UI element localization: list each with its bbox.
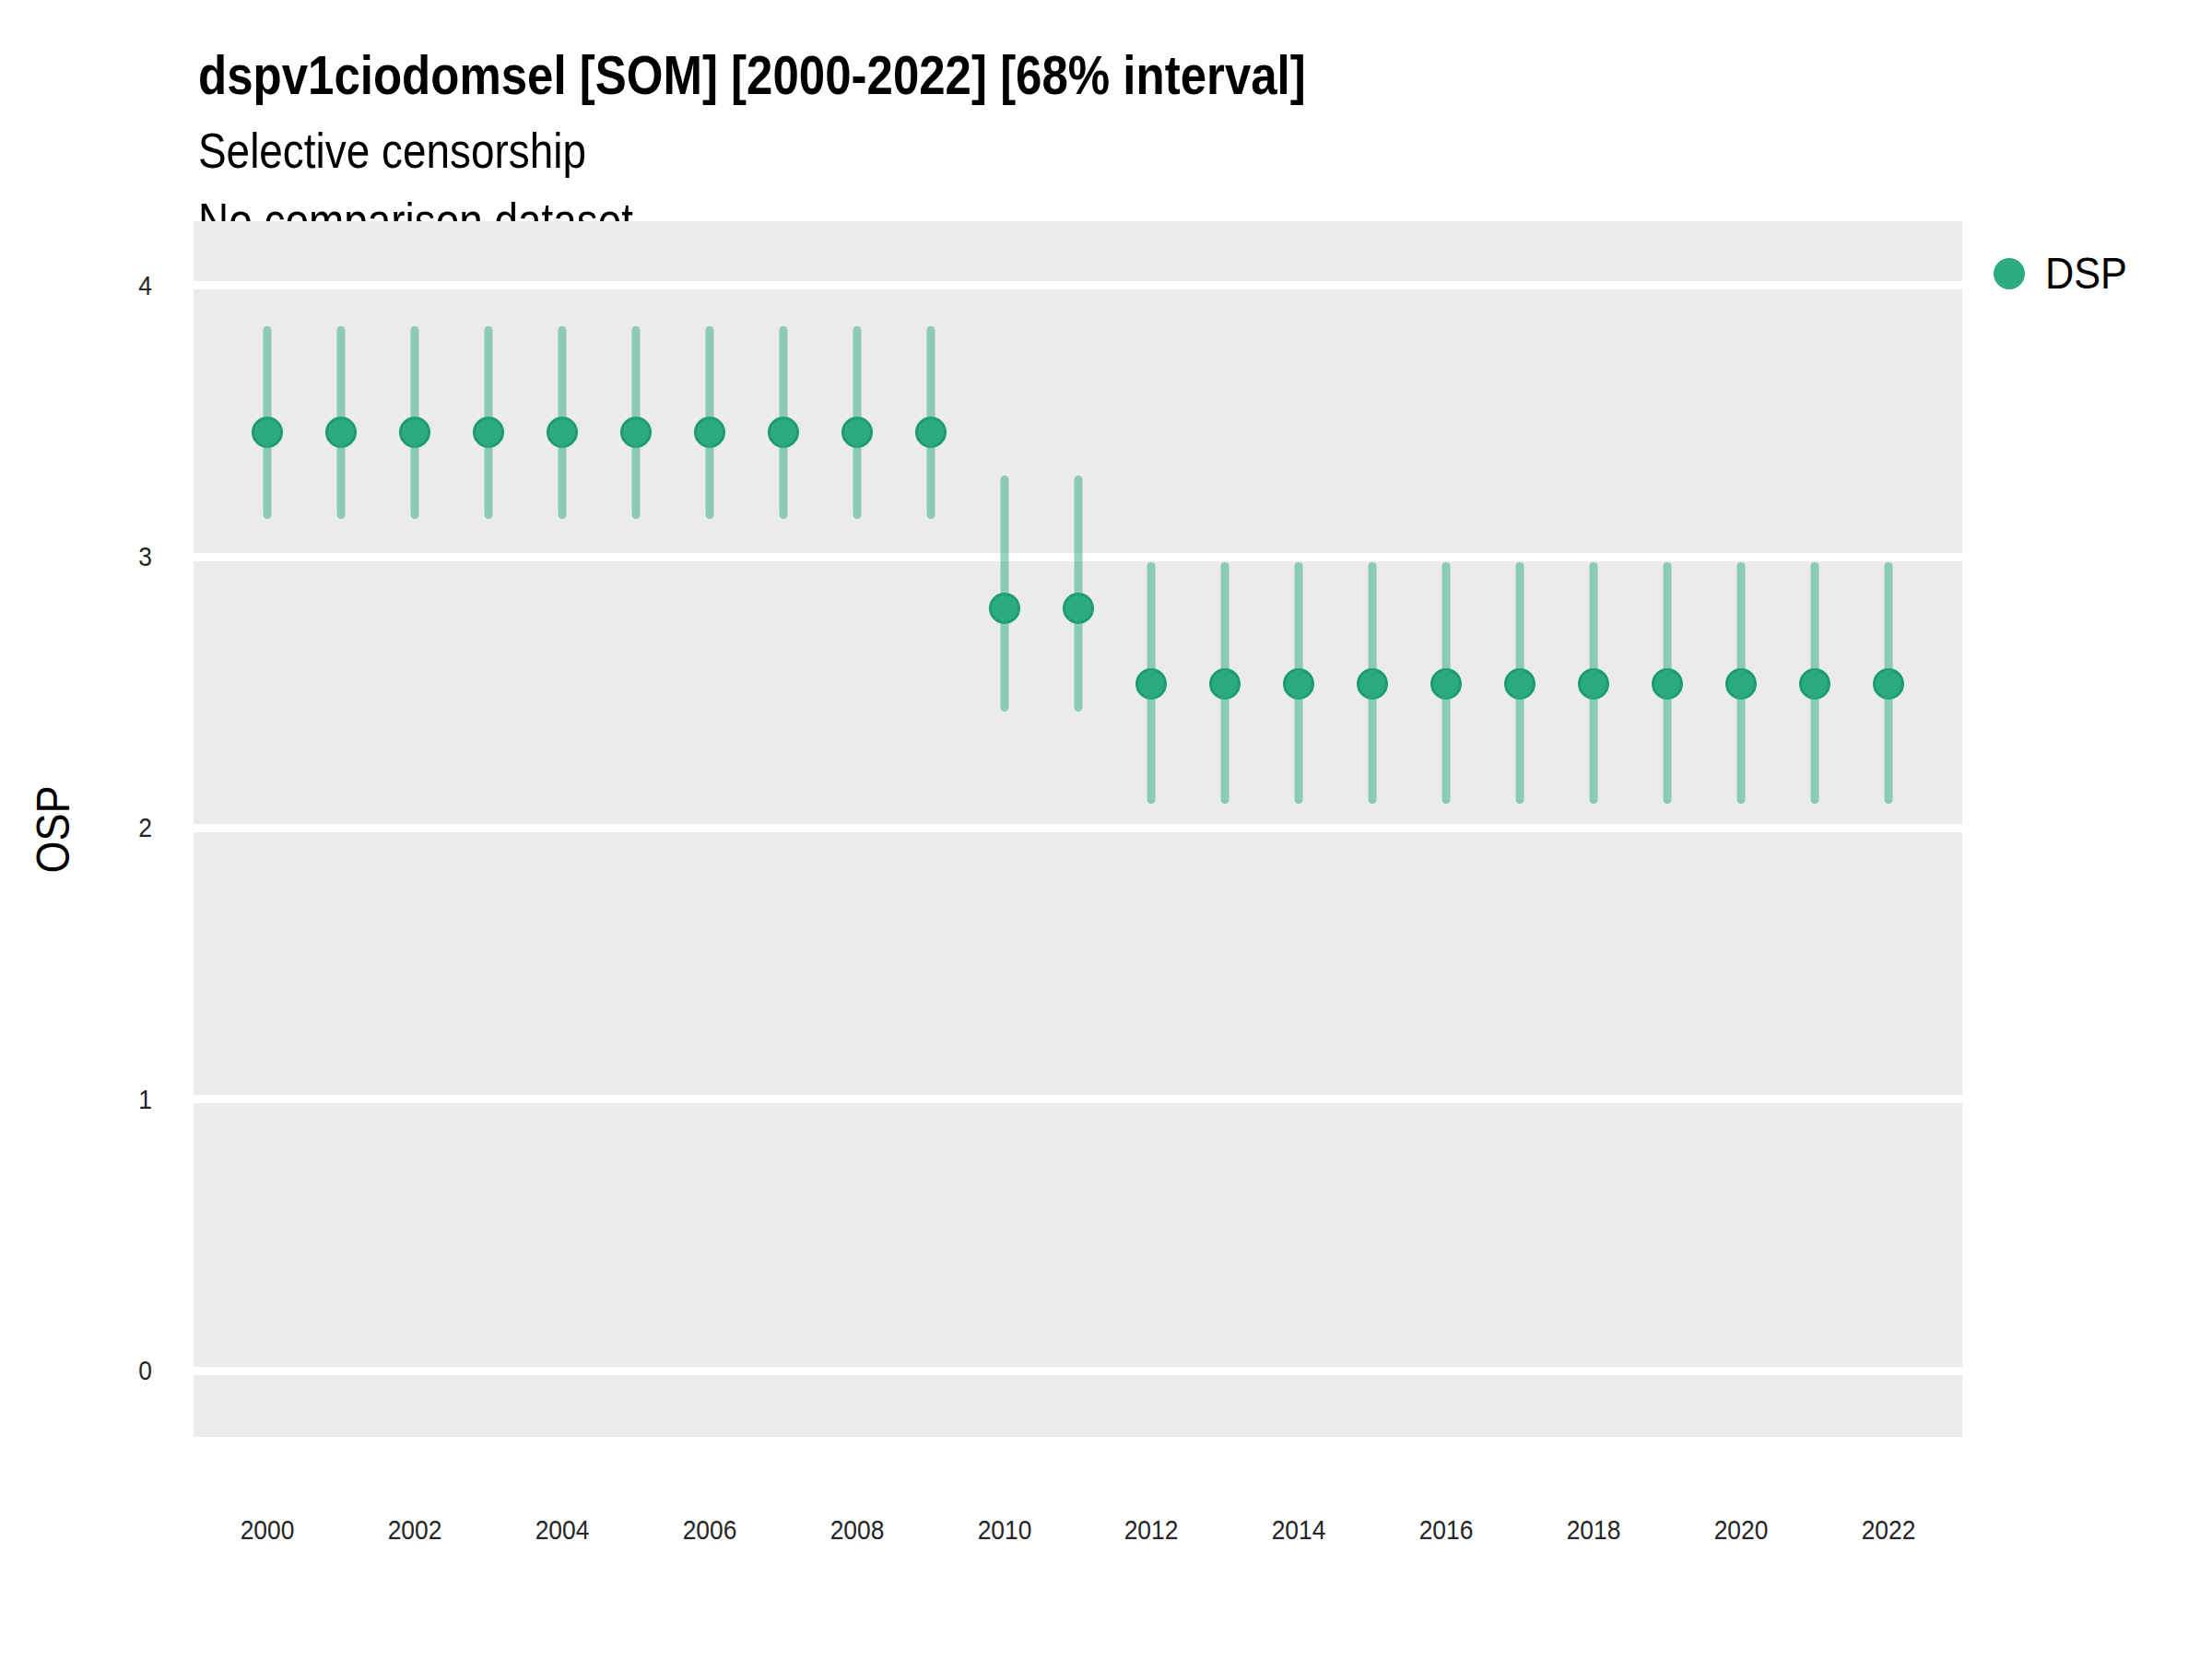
y-tick-label: 2 (39, 814, 152, 841)
major-gridline-y4 (194, 281, 1962, 289)
legend: DSP (1994, 252, 2136, 296)
error-bar (1221, 562, 1230, 804)
error-bar (336, 326, 345, 519)
error-bar (705, 326, 713, 519)
legend-label: DSP (2045, 252, 2127, 296)
figure: dspv1ciodomsel [SOM] [2000-2022] [68% in… (0, 0, 2212, 1659)
error-bar (1885, 562, 1893, 804)
error-bar (558, 326, 566, 519)
x-tick-label: 2008 (830, 1516, 884, 1544)
x-tick-label: 2002 (388, 1516, 442, 1544)
error-bar (1737, 562, 1746, 804)
x-tick-label: 2004 (535, 1516, 589, 1544)
major-gridline-y2 (194, 824, 1962, 832)
error-bar (1295, 562, 1303, 804)
chart-title: dspv1ciodomsel [SOM] [2000-2022] [68% in… (198, 48, 1306, 103)
x-tick-label: 2020 (1714, 1516, 1769, 1544)
x-tick-label: 2014 (1272, 1516, 1326, 1544)
x-tick-label: 2012 (1124, 1516, 1179, 1544)
error-bar (1664, 562, 1672, 804)
legend-point-swatch (1994, 258, 2025, 289)
y-tick-label: 4 (39, 272, 152, 300)
error-bar (1074, 476, 1082, 712)
x-tick-label: 2010 (977, 1516, 1031, 1544)
error-bar (1369, 562, 1377, 804)
x-tick-label: 2000 (241, 1516, 295, 1544)
error-bar (1590, 562, 1598, 804)
error-bar (1442, 562, 1451, 804)
error-bar (779, 326, 787, 519)
x-tick-label: 2006 (682, 1516, 736, 1544)
y-tick-label: 3 (39, 543, 152, 571)
y-tick-label: 0 (39, 1357, 152, 1384)
error-bar (926, 326, 935, 519)
major-gridline-y1 (194, 1095, 1962, 1103)
x-tick-label: 2016 (1419, 1516, 1474, 1544)
error-bar (853, 326, 861, 519)
major-gridline-y0 (194, 1367, 1962, 1375)
chart-subtitle-line1: Selective censorship (198, 125, 586, 175)
x-tick-label: 2022 (1862, 1516, 1916, 1544)
x-tick-label: 2018 (1567, 1516, 1621, 1544)
error-bar (484, 326, 492, 519)
error-bar (1147, 562, 1156, 804)
error-bar (410, 326, 418, 519)
error-bar (1000, 476, 1008, 712)
y-tick-label: 1 (39, 1086, 152, 1113)
error-bar (263, 326, 271, 519)
error-bar (1811, 562, 1819, 804)
error-bar (1516, 562, 1524, 804)
plot-panel (194, 221, 1962, 1437)
error-bar (631, 326, 640, 519)
